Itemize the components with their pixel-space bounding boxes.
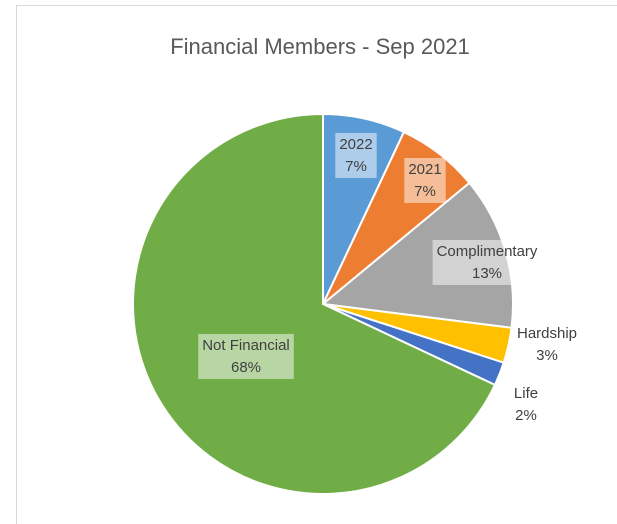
label-box xyxy=(404,157,446,203)
label-box xyxy=(335,132,377,178)
category-label: 2021 xyxy=(408,161,441,178)
value-label: 68% xyxy=(231,359,261,376)
label-box xyxy=(432,239,542,285)
category-label: Not Financial xyxy=(202,337,290,354)
category-label: Life xyxy=(514,385,538,402)
label-box xyxy=(198,333,294,379)
data-label: 2022 7% xyxy=(335,132,377,178)
pie-slice xyxy=(132,112,497,495)
data-label: Complimentary 13% xyxy=(432,239,542,285)
value-label: 7% xyxy=(414,183,436,200)
pie xyxy=(132,112,514,495)
value-label: 13% xyxy=(472,265,502,282)
data-label: 2021 7% xyxy=(404,157,446,203)
value-label: 3% xyxy=(536,347,558,364)
category-label: Complimentary xyxy=(437,243,538,260)
chart-title: Financial Members - Sep 2021 xyxy=(170,34,470,59)
data-label: Life 2% xyxy=(514,385,538,424)
data-label: Not Financial 68% xyxy=(198,333,294,379)
value-label: 7% xyxy=(345,158,367,175)
data-label: Hardship 3% xyxy=(517,325,577,364)
value-label: 2% xyxy=(515,407,537,424)
category-label: 2022 xyxy=(339,136,372,153)
labels: 2022 7% 2021 7% Complimentary 13% Hardship 3% Li… xyxy=(198,132,577,424)
category-label: Hardship xyxy=(517,325,577,342)
